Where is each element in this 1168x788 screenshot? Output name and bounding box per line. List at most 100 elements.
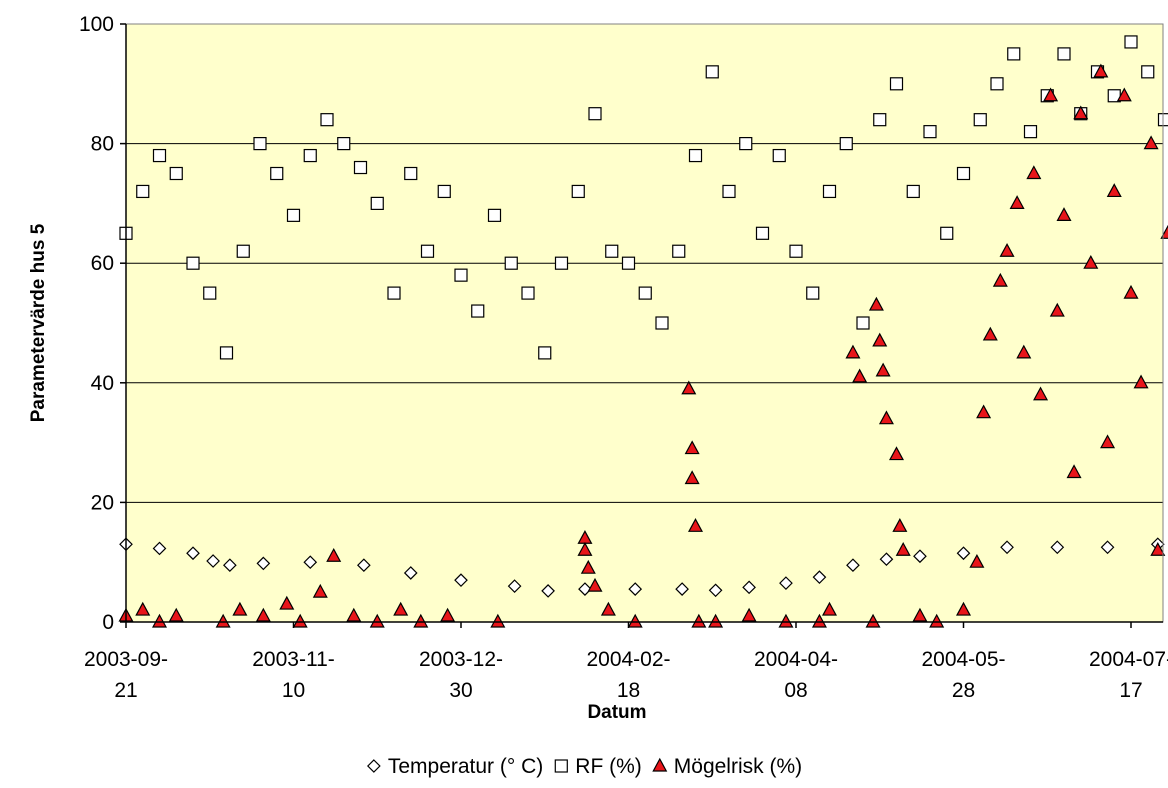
data-point-triangle xyxy=(1106,183,1122,198)
data-point-square xyxy=(253,137,267,151)
data-point-triangle xyxy=(969,553,985,568)
axes: 0 20 40 60 80 100 2003-09- 21 2003-11- 10 2003-12… xyxy=(79,13,1168,702)
x-tick-label-line1: 2004-05- xyxy=(921,648,1005,671)
data-point-triangle xyxy=(577,541,593,556)
data-point-diamond xyxy=(628,582,643,596)
data-point-triangle xyxy=(326,547,342,562)
data-point-triangle xyxy=(976,404,992,419)
data-point-diamond xyxy=(742,580,756,595)
data-point-triangle xyxy=(681,380,697,395)
legend-label: Mögelrisk (%) xyxy=(674,755,802,778)
data-point-square xyxy=(789,244,803,258)
data-point-square xyxy=(873,113,887,127)
x-tick-label-line1: 2004-04- xyxy=(754,648,838,671)
data-point-square xyxy=(1124,35,1138,49)
data-point-square xyxy=(286,208,301,222)
data-point-diamond xyxy=(846,558,860,573)
data-point-square xyxy=(353,160,368,175)
series-diamond xyxy=(119,537,1165,598)
data-point-diamond xyxy=(206,554,220,568)
data-point-square xyxy=(571,184,585,199)
data-point-triangle xyxy=(999,242,1015,257)
data-point-triangle xyxy=(1026,165,1042,180)
data-point-diamond xyxy=(708,583,723,598)
data-point-diamond xyxy=(357,558,371,573)
data-point-diamond xyxy=(541,584,555,598)
data-point-square xyxy=(856,316,870,330)
data-point-triangle xyxy=(413,613,429,628)
legend-label: RF (%) xyxy=(575,755,642,778)
data-point-triangle xyxy=(872,332,888,347)
data-point-diamond xyxy=(1050,540,1065,555)
data-point-square xyxy=(638,286,652,300)
data-point-triangle xyxy=(600,601,616,616)
data-point-square xyxy=(655,316,669,330)
y-tick-label: 60 xyxy=(91,252,114,275)
data-point-square xyxy=(554,256,569,270)
data-point-square xyxy=(722,184,736,199)
x-tick-label-line2: 10 xyxy=(282,679,305,702)
data-point-square xyxy=(420,244,435,258)
legend-marker-diamond xyxy=(367,759,381,773)
data-point-square xyxy=(705,65,719,79)
data-point-square xyxy=(990,77,1004,91)
data-point-triangle xyxy=(1049,302,1065,317)
data-point-triangle xyxy=(1009,195,1025,209)
plot-background xyxy=(126,24,1163,622)
data-point-triangle xyxy=(1033,386,1049,401)
data-point-triangle xyxy=(955,601,972,616)
data-point-square xyxy=(1057,47,1071,61)
data-point-triangle xyxy=(1100,434,1116,449)
data-point-triangle xyxy=(1123,284,1139,299)
data-point-triangle xyxy=(691,613,707,628)
y-tick-label: 0 xyxy=(102,611,114,634)
x-tick-label-line1: 2004-07- xyxy=(1089,648,1168,671)
y-tick-label: 100 xyxy=(79,13,114,36)
data-point-triangle xyxy=(868,296,884,311)
data-point-triangle xyxy=(865,613,881,628)
data-point-square xyxy=(605,244,619,258)
data-point-square xyxy=(688,148,703,163)
legend: Temperatur (° C) RF (%) Mögelrisk (%) xyxy=(367,755,802,778)
data-point-square xyxy=(320,113,334,127)
data-point-triangle xyxy=(369,613,385,628)
data-point-triangle xyxy=(821,601,838,616)
x-axis-title: Datum xyxy=(587,702,646,723)
data-point-triangle xyxy=(580,559,596,574)
data-point-square xyxy=(973,113,987,127)
data-point-square xyxy=(169,166,183,181)
data-point-square xyxy=(203,286,217,300)
data-point-diamond xyxy=(223,558,237,573)
legend-marker-square xyxy=(554,759,568,773)
legend-item: RF (%) xyxy=(554,755,642,778)
data-point-diamond xyxy=(879,552,894,567)
data-point-diamond xyxy=(913,549,927,564)
data-point-square xyxy=(956,166,971,181)
gridlines xyxy=(126,143,1163,503)
data-point-triangle xyxy=(490,613,506,628)
data-point-triangle xyxy=(279,595,295,610)
data-point-triangle xyxy=(1133,374,1149,389)
data-point-triangle xyxy=(232,601,248,616)
data-point-triangle xyxy=(292,613,308,628)
data-point-triangle xyxy=(912,607,928,622)
data-point-triangle xyxy=(346,607,362,622)
data-point-triangle xyxy=(1016,344,1032,359)
data-point-square xyxy=(471,304,485,318)
data-point-triangle xyxy=(393,601,409,616)
data-point-triangle xyxy=(852,368,868,383)
x-tick-label-line2: 17 xyxy=(1119,679,1142,702)
data-point-triangle xyxy=(878,410,894,425)
legend-item: Mögelrisk (%) xyxy=(652,755,802,778)
data-point-triangle xyxy=(684,440,700,455)
data-point-triangle xyxy=(778,613,794,628)
data-point-square xyxy=(588,107,602,121)
data-point-triangle xyxy=(892,518,908,532)
data-point-square xyxy=(772,148,786,163)
data-point-square xyxy=(739,137,753,151)
data-point-diamond xyxy=(454,573,468,587)
data-point-square xyxy=(370,196,384,210)
x-tick-label-line2: 08 xyxy=(784,679,807,702)
data-point-triangle xyxy=(627,613,643,628)
